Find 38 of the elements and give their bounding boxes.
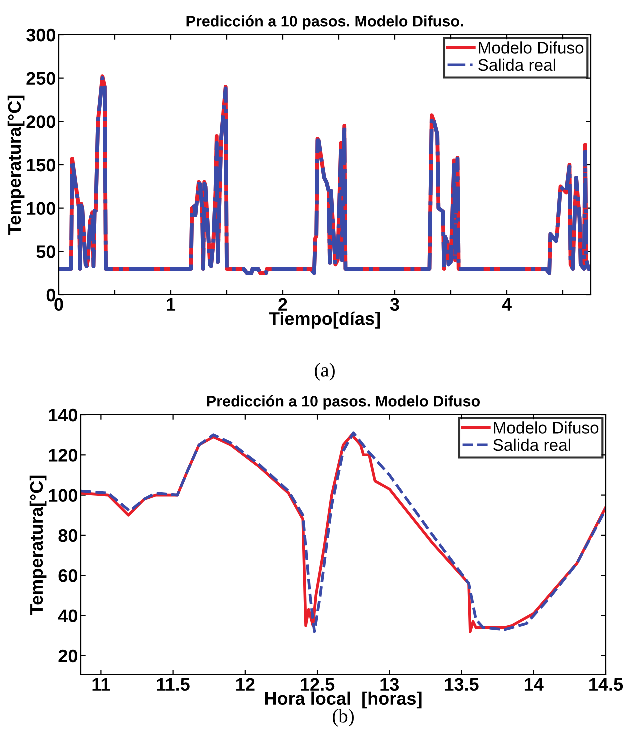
x-axis-title: Hora local [horas] <box>265 692 422 709</box>
y-tick-label: 300 <box>26 28 56 42</box>
x-tick-label: 12.5 <box>301 678 335 692</box>
legend-label: Salida real <box>478 58 556 72</box>
x-tick-label: 13.5 <box>445 678 479 692</box>
x-tick-label: 13 <box>380 678 400 692</box>
y-tick-label: 0 <box>46 288 56 302</box>
y-tick-label: 60 <box>58 570 78 582</box>
x-tick-label: 14.5 <box>590 678 623 692</box>
x-tick-label: 11.5 <box>157 678 190 692</box>
y-tick-label: 150 <box>27 158 56 172</box>
x-tick-label: 3 <box>390 298 400 312</box>
y-tick-label: 140 <box>49 408 78 422</box>
legend-label: Modelo Difuso <box>494 422 599 434</box>
chart-title: Predicción a 10 pasos. Modelo Difuso <box>207 395 480 410</box>
legend-label: Salida real <box>494 438 570 452</box>
chart-title: Predicción a 10 pasos. Modelo Difuso. <box>186 15 464 30</box>
y-tick-label: 120 <box>49 449 78 462</box>
y-tick-label: 20 <box>58 650 78 663</box>
x-tick-label: 1 <box>167 298 176 311</box>
x-tick-label: 14 <box>524 678 544 691</box>
x-tick-label: 2 <box>278 298 288 311</box>
y-tick-label: 250 <box>26 72 56 86</box>
y-tick-label: 200 <box>26 116 56 128</box>
text: (a) <box>315 363 335 381</box>
y-tick-label: 40 <box>58 610 78 622</box>
x-tick-label: 11 <box>92 678 110 691</box>
y-tick-label: 50 <box>36 246 56 258</box>
y-axis-title: Temperatura[°C] <box>8 96 25 235</box>
y-tick-label: 80 <box>58 529 78 542</box>
x-tick-label: 4 <box>502 298 512 311</box>
y-axis-title: Temperatura[°C] <box>30 476 47 615</box>
legend-label: Modelo Difuso <box>479 42 584 54</box>
y-tick-label: 100 <box>49 489 78 502</box>
x-axis-title: Tiempo[días] <box>269 312 380 329</box>
text: (b) <box>333 709 354 727</box>
x-tick-label: 12 <box>236 678 255 691</box>
y-tick-label: 100 <box>27 202 56 216</box>
